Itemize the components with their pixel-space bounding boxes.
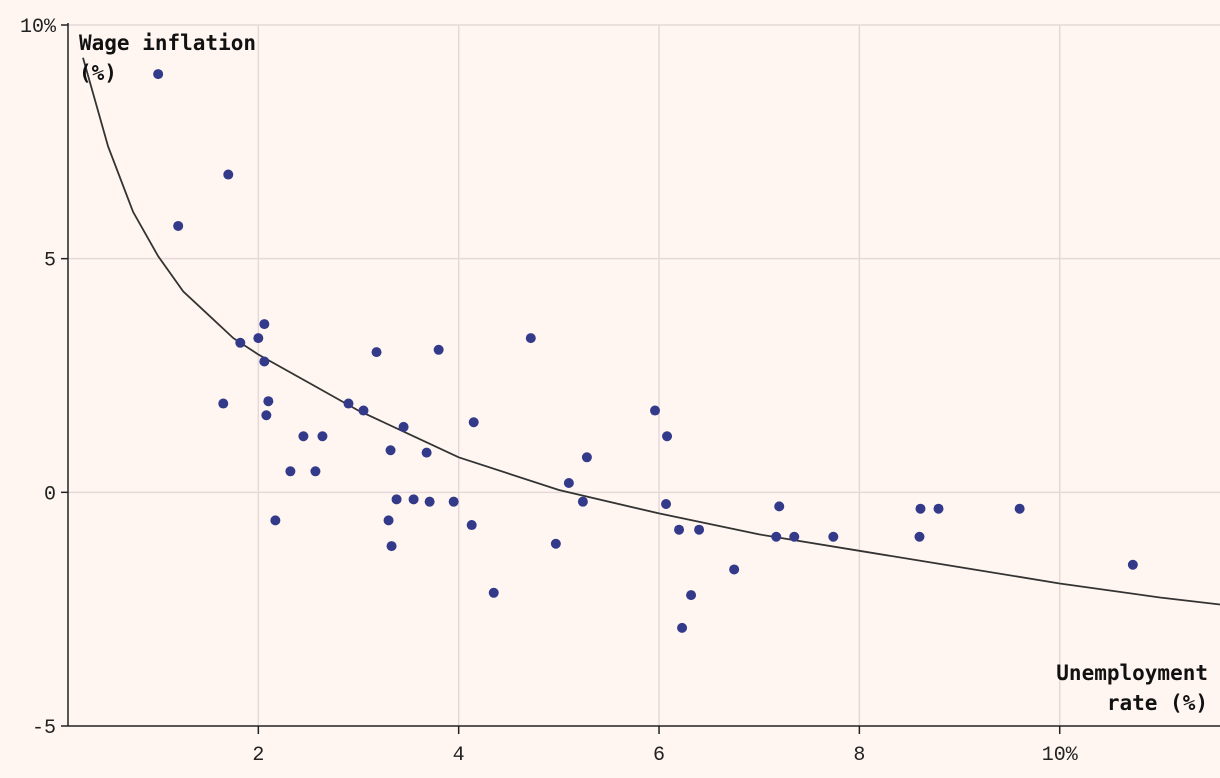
data-point-5 [253, 333, 264, 344]
data-point-42 [694, 524, 705, 535]
data-point-9 [261, 410, 272, 421]
x-axis-title-line-1: Unemployment [1056, 661, 1208, 685]
data-point-43 [729, 564, 740, 575]
x-axis-title-line-2: rate (%) [1107, 691, 1208, 715]
data-point-19 [385, 445, 396, 456]
data-point-28 [466, 520, 477, 531]
data-point-39 [674, 524, 685, 535]
trend-curve [82, 57, 1220, 606]
data-point-10 [270, 515, 281, 526]
data-point-3 [235, 337, 246, 348]
data-point-30 [488, 587, 499, 598]
data-point-8 [263, 396, 274, 407]
y-axis-title-line-1: Wage inflation [79, 31, 256, 55]
data-point-33 [563, 477, 574, 488]
y-tick-label-0: 10% [20, 16, 57, 39]
x-tick-label-3: 8 [853, 744, 865, 767]
y-tick-label-3: -5 [32, 717, 56, 740]
data-point-22 [398, 421, 409, 432]
data-point-7 [259, 356, 270, 367]
data-point-38 [662, 431, 673, 442]
data-point-2 [223, 169, 234, 180]
data-point-12 [298, 431, 309, 442]
data-point-11 [285, 466, 296, 477]
data-point-40 [677, 622, 688, 633]
data-point-48 [914, 531, 925, 542]
data-point-46 [789, 531, 800, 542]
data-point-31 [525, 333, 536, 344]
data-point-52 [1127, 559, 1138, 570]
x-tick-label-0: 2 [252, 744, 264, 767]
data-point-51 [1014, 503, 1025, 514]
data-point-32 [550, 538, 561, 549]
y-axis-title-line-2: (%) [79, 61, 117, 85]
data-point-13 [310, 466, 321, 477]
x-tick-label-2: 6 [653, 744, 665, 767]
data-point-37 [661, 499, 672, 510]
data-point-27 [448, 496, 459, 507]
x-tick-label-1: 4 [453, 744, 465, 767]
data-point-4 [218, 398, 229, 409]
data-point-34 [577, 496, 588, 507]
data-point-24 [421, 447, 432, 458]
data-point-14 [317, 431, 328, 442]
data-point-35 [581, 452, 592, 463]
data-point-50 [933, 503, 944, 514]
y-tick-label-1: 5 [44, 250, 56, 273]
data-point-41 [686, 590, 697, 601]
data-point-21 [391, 494, 402, 505]
x-tick-label-4: 10% [1042, 744, 1079, 767]
data-point-26 [433, 344, 444, 355]
data-point-16 [358, 405, 369, 416]
data-point-45 [774, 501, 785, 512]
data-point-15 [343, 398, 354, 409]
grid [68, 24, 1220, 726]
data-point-17 [371, 347, 382, 358]
data-point-29 [468, 417, 479, 428]
data-point-23 [408, 494, 419, 505]
trend-curve-layer [82, 57, 1220, 606]
data-point-44 [771, 531, 782, 542]
axes [61, 23, 1220, 734]
data-point-0 [153, 69, 164, 80]
data-point-49 [915, 503, 926, 514]
data-points [153, 69, 1138, 633]
axis-titles: Wage inflation (%) Unemployment rate (%) [79, 31, 1208, 715]
data-point-20 [386, 541, 397, 552]
data-point-1 [173, 220, 184, 231]
data-point-18 [383, 515, 394, 526]
y-tick-label-2: 0 [44, 483, 56, 506]
data-point-47 [828, 531, 839, 542]
data-point-36 [650, 405, 661, 416]
data-point-6 [259, 319, 270, 330]
tick-labels: 2 4 6 8 10% 10% 5 0 -5 [20, 16, 1079, 767]
data-point-25 [424, 496, 435, 507]
